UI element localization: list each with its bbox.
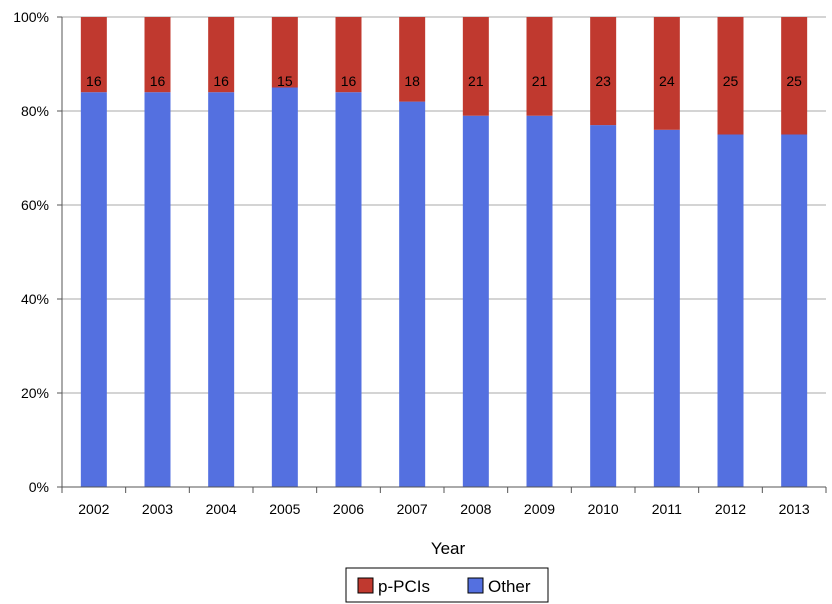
gridlines — [62, 16, 826, 488]
legend-label-other: Other — [488, 577, 531, 596]
bar-other — [80, 92, 107, 487]
x-tick-label: 2007 — [397, 501, 428, 517]
bar-p-pcis — [526, 17, 553, 116]
bar-other — [208, 92, 235, 487]
y-tick-labels: 0% 20% 40% 60% 80% 100% — [13, 9, 49, 495]
bar-p-pcis — [399, 17, 426, 102]
x-tick-label: 2002 — [78, 501, 109, 517]
bar-p-pcis — [208, 17, 235, 93]
bar-p-pcis — [653, 17, 680, 130]
legend-label-p-pcis: p-PCIs — [378, 577, 430, 596]
data-label: 16 — [86, 73, 102, 89]
bar-other — [462, 115, 489, 487]
x-tick-label: 2009 — [524, 501, 555, 517]
bar-p-pcis — [80, 17, 107, 93]
axes — [57, 16, 827, 493]
y-tick-label: 80% — [21, 103, 49, 119]
legend: p-PCIs Other — [345, 567, 549, 603]
data-label: 25 — [723, 73, 739, 89]
legend-box — [345, 567, 549, 603]
y-tick-label: 60% — [21, 197, 49, 213]
y-tick-label: 40% — [21, 291, 49, 307]
bar-other — [526, 115, 553, 487]
bar-p-pcis — [462, 17, 489, 116]
y-tick-label: 0% — [29, 479, 49, 495]
data-labels: 16 16 16 15 16 18 21 21 23 24 25 25 — [86, 73, 802, 89]
data-label: 21 — [468, 73, 484, 89]
data-label: 15 — [277, 73, 293, 89]
x-tick-labels: 2002 2003 2004 2005 2006 2007 2008 2009 2010 2011… — [78, 501, 810, 517]
data-label: 25 — [786, 73, 802, 89]
x-tick-label: 2003 — [142, 501, 173, 517]
y-tick-label: 20% — [21, 385, 49, 401]
bar-other — [399, 101, 426, 487]
bars — [80, 17, 808, 488]
bar-other — [271, 87, 298, 487]
x-tick-label: 2010 — [588, 501, 619, 517]
bar-p-pcis — [717, 17, 744, 135]
x-tick-label: 2006 — [333, 501, 364, 517]
bar-other — [144, 92, 171, 487]
bar-p-pcis — [335, 17, 362, 93]
data-label: 16 — [150, 73, 166, 89]
x-tick-label: 2011 — [652, 501, 682, 517]
legend-swatch-p-pcis — [357, 577, 374, 594]
data-label: 18 — [404, 73, 420, 89]
bar-other — [590, 125, 617, 487]
bar-p-pcis — [590, 17, 617, 126]
x-tick-label: 2005 — [269, 501, 300, 517]
bar-other — [653, 129, 680, 488]
y-tick-label: 100% — [13, 9, 49, 25]
data-label: 23 — [595, 73, 611, 89]
bar-other — [335, 92, 362, 487]
x-tick-label: 2008 — [460, 501, 491, 517]
legend-swatch-other — [467, 577, 484, 594]
x-tick-label: 2004 — [206, 501, 237, 517]
data-label: 16 — [341, 73, 357, 89]
bar-p-pcis — [781, 17, 808, 135]
bar-p-pcis — [271, 17, 298, 88]
data-label: 21 — [532, 73, 548, 89]
x-tick-label: 2013 — [779, 501, 810, 517]
bar-other — [717, 134, 744, 487]
data-label: 16 — [213, 73, 229, 89]
bar-p-pcis — [144, 17, 171, 93]
bar-other — [781, 134, 808, 487]
x-tick-label: 2012 — [715, 501, 746, 517]
data-label: 24 — [659, 73, 675, 89]
x-axis-title: Year — [431, 539, 466, 558]
